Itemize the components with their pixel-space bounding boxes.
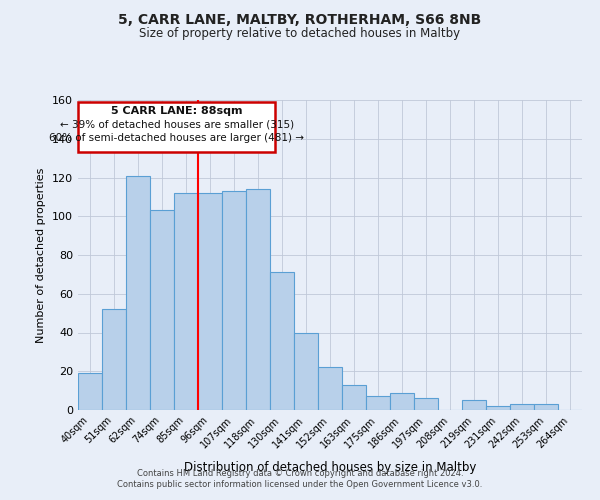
Bar [126,176,150,410]
Bar [150,210,174,410]
Text: 60% of semi-detached houses are larger (481) →: 60% of semi-detached houses are larger (… [49,133,304,143]
FancyBboxPatch shape [79,102,275,152]
Y-axis label: Number of detached properties: Number of detached properties [37,168,46,342]
Bar [78,373,102,410]
Bar [462,400,486,410]
Bar [102,309,126,410]
Bar [174,193,198,410]
Bar [414,398,438,410]
Text: ← 39% of detached houses are smaller (315): ← 39% of detached houses are smaller (31… [59,120,294,130]
Text: Contains public sector information licensed under the Open Government Licence v3: Contains public sector information licen… [118,480,482,489]
Bar [270,272,294,410]
Text: Contains HM Land Registry data © Crown copyright and database right 2024.: Contains HM Land Registry data © Crown c… [137,468,463,477]
Bar [198,193,222,410]
Bar [510,404,534,410]
Text: Size of property relative to detached houses in Maltby: Size of property relative to detached ho… [139,28,461,40]
X-axis label: Distribution of detached houses by size in Maltby: Distribution of detached houses by size … [184,461,476,474]
Bar [366,396,390,410]
Bar [222,191,246,410]
Text: 5 CARR LANE: 88sqm: 5 CARR LANE: 88sqm [111,106,242,116]
Bar [294,332,318,410]
Bar [246,189,270,410]
Text: 5, CARR LANE, MALTBY, ROTHERHAM, S66 8NB: 5, CARR LANE, MALTBY, ROTHERHAM, S66 8NB [118,12,482,26]
Bar [342,385,366,410]
Bar [390,392,414,410]
Bar [318,368,342,410]
Bar [486,406,510,410]
Bar [534,404,558,410]
